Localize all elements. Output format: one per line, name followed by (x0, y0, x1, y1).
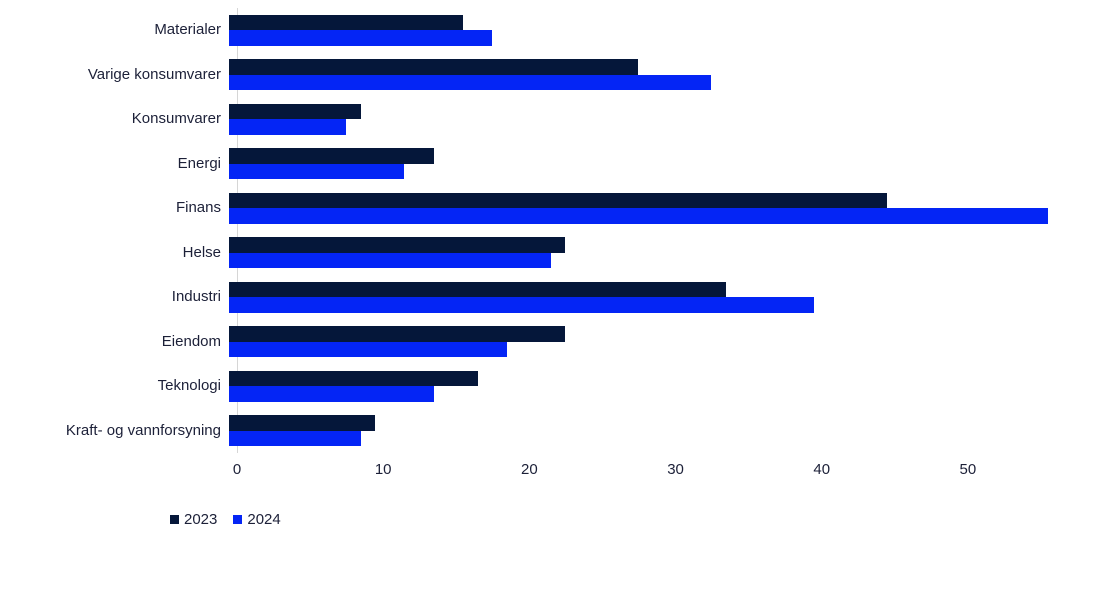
bar-2023-varige-konsumvarer (229, 59, 639, 75)
category-label: Kraft- og vannforsyning (65, 421, 221, 439)
x-tick-label-10: 10 (374, 461, 392, 478)
bar-2023-industri (229, 281, 727, 298)
bar-2024-finans (229, 208, 1048, 224)
bar-2023-finans (229, 192, 887, 209)
bar-2024-materialer (229, 30, 493, 46)
x-tick-label-30: 30 (667, 461, 684, 478)
category-label: Helse (182, 243, 221, 261)
category-label: Industri (171, 288, 221, 305)
legend-label: 2024 (247, 511, 281, 528)
bar-group (229, 237, 1060, 269)
category-label: Varige konsumvarer (87, 65, 221, 83)
bar-group (229, 415, 1060, 447)
bar-2023-helse (229, 237, 566, 253)
bar-2024-varige-konsumvarer (229, 74, 712, 91)
bar-2024-kraft-og-vannforsyning (229, 430, 361, 447)
bar-group (229, 326, 1060, 358)
legend-swatch-icon (170, 515, 179, 524)
bar-2024-konsumvarer (229, 119, 346, 135)
category-label: Energi (177, 154, 221, 172)
category-label: Materialer (154, 21, 221, 38)
chart-row-energi: Energi (0, 142, 1060, 187)
category-label: Finans (175, 199, 221, 216)
chart-row-finans: Finans (0, 186, 1060, 231)
category-label: Konsumvarer (131, 110, 221, 127)
chart-row-konsumvarer: Konsumvarer (0, 97, 1060, 142)
category-label: Eiendom (161, 332, 221, 350)
x-tick-label-0: 0 (232, 461, 242, 478)
bar-group (229, 370, 1060, 402)
bar-2024-helse (229, 252, 551, 269)
category-label: Teknologi (157, 377, 221, 394)
chart-row-kraft-og-vannforsyning: Kraft- og vannforsyning (0, 409, 1060, 454)
bar-group (229, 103, 1060, 135)
bar-2023-kraft-og-vannforsyning (229, 415, 376, 431)
bar-2023-konsumvarer (229, 103, 361, 120)
bar-2024-industri (229, 297, 814, 313)
bar-2024-energi (229, 163, 405, 180)
chart-row-industri: Industri (0, 275, 1060, 320)
bar-group (229, 148, 1060, 180)
chart-row-materialer: Materialer (0, 8, 1060, 53)
chart-row-teknologi: Teknologi (0, 364, 1060, 409)
x-axis: 0 10 20 30 40 50 (0, 461, 1105, 483)
bar-group (229, 14, 1060, 46)
legend-label: 2023 (184, 511, 218, 528)
x-tick-label-40: 40 (813, 461, 831, 478)
bar-2024-teknologi (229, 386, 434, 402)
bar-2024-eiendom (229, 341, 507, 358)
legend-item-2024[interactable]: 2024 (233, 511, 281, 528)
chart-row-eiendom: Eiendom (0, 320, 1060, 365)
x-tick-label-20: 20 (521, 461, 538, 478)
chart-row-helse: Helse (0, 231, 1060, 276)
x-tick-label-50: 50 (959, 461, 977, 478)
y-axis-line (237, 8, 238, 453)
bar-2023-eiendom (229, 326, 566, 342)
bar-2023-teknologi (229, 370, 478, 387)
bar-group (229, 281, 1060, 313)
legend-swatch-icon (233, 515, 243, 524)
plot-area: Materialer Varige konsumvarer Konsumvarer E… (0, 8, 1060, 453)
legend-item-2023[interactable]: 2023 (170, 511, 217, 528)
bar-group (229, 192, 1060, 224)
bar-group (229, 59, 1060, 91)
legend: 2023 2024 (170, 511, 281, 528)
bar-2023-energi (229, 148, 434, 164)
bar-2023-materialer (229, 14, 463, 31)
chart-row-varige-konsumvarer: Varige konsumvarer (0, 53, 1060, 98)
